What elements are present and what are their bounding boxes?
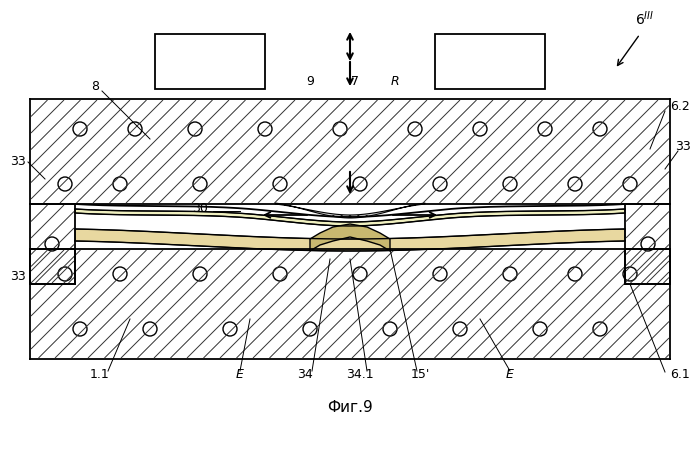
Bar xyxy=(155,35,265,90)
Text: 30: 30 xyxy=(192,202,208,214)
Text: 8: 8 xyxy=(91,80,99,93)
Text: 6.2: 6.2 xyxy=(670,100,690,113)
Text: 6$^{III}$: 6$^{III}$ xyxy=(636,9,654,28)
Polygon shape xyxy=(310,224,390,252)
Text: 9: 9 xyxy=(306,75,314,88)
Text: 33: 33 xyxy=(675,140,691,153)
Polygon shape xyxy=(75,230,625,252)
Text: R: R xyxy=(391,75,399,88)
Text: E: E xyxy=(506,367,514,380)
Polygon shape xyxy=(75,210,625,226)
Text: 33: 33 xyxy=(10,155,26,168)
Text: 34.1: 34.1 xyxy=(346,367,374,380)
Text: 15': 15' xyxy=(410,367,430,380)
Text: 34: 34 xyxy=(297,367,313,380)
Polygon shape xyxy=(275,203,425,218)
Text: E: E xyxy=(236,367,244,380)
Text: 1.1: 1.1 xyxy=(90,367,110,380)
Bar xyxy=(435,35,545,90)
Text: 6.1: 6.1 xyxy=(670,367,690,380)
Text: 33: 33 xyxy=(10,269,26,282)
Text: Фиг.9: Фиг.9 xyxy=(327,399,373,414)
Text: 7: 7 xyxy=(351,75,359,88)
